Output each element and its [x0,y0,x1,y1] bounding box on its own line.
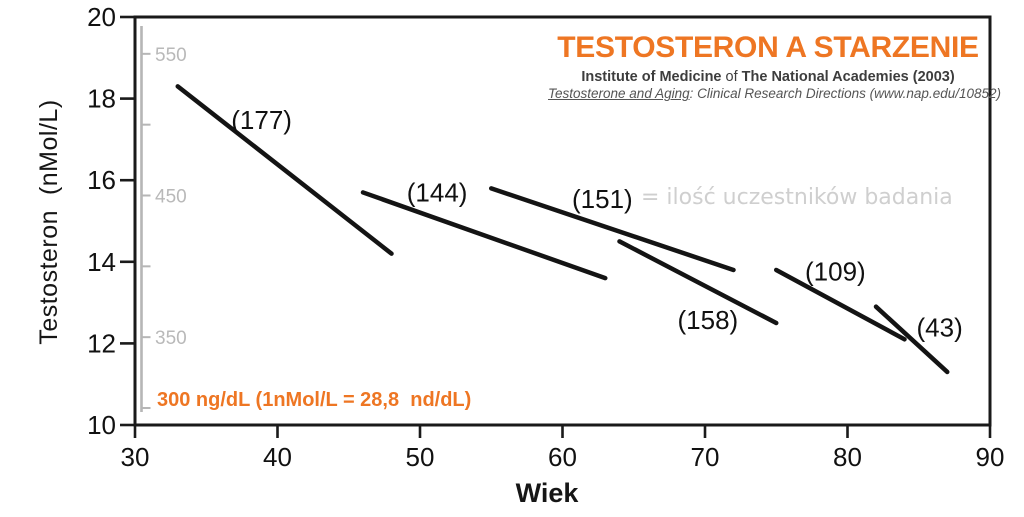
chart-reference: Testosterone and Aging: Clinical Researc… [548,86,1001,102]
y-axis-tick-label: 12 [87,328,116,358]
cohort-label-151: (151) [572,184,633,214]
cohort-line-109 [774,267,907,342]
x-axis-tick-label: 40 [263,442,292,472]
reference-rest: : Clinical Research Directions (www.nap.… [689,86,1002,102]
x-axis-tick-label: 30 [121,442,150,472]
subtitle-institute: Institute of Medicine [581,68,722,85]
y-axis-tick-label: 16 [87,165,116,195]
x-axis-tick-label: 90 [976,442,1005,472]
cohort-label-109: (109) [805,257,866,287]
cohort-line-43 [873,304,950,375]
cohort-line-177 [175,84,394,256]
chart-title: TESTOSTERON A STARZENIE [557,31,979,64]
x-axis-tick-label: 70 [691,442,720,472]
secondary-axis-tick-label: 450 [155,187,187,208]
x-axis-tick-label: 60 [548,442,577,472]
cohort-line-144 [360,190,608,281]
x-axis-tick-label: 50 [406,442,435,472]
cohort-line-158 [617,239,779,326]
subtitle-of: of [721,68,742,85]
x-axis-title: Wiek [515,478,579,508]
cohort-label-43: (43) [917,312,963,342]
y-axis-tick-label: 20 [87,2,116,32]
participants-legend-note: = ilość uczestników badania [641,185,953,210]
subtitle-academies: The National Academies (2003) [741,68,955,85]
y-axis-tick-label: 14 [87,247,116,277]
secondary-axis-tick-label: 350 [155,328,187,349]
x-axis-tick-label: 80 [833,442,862,472]
cohort-label-144: (144) [407,177,468,207]
cohort-label-158: (158) [678,305,739,335]
y-axis-tick-label: 10 [87,410,116,440]
cohort-label-177: (177) [231,105,292,135]
y-axis-title: Testosteron (nMol/L) [35,99,63,345]
y-axis-tick-label: 18 [87,84,116,114]
reference-book-title: Testosterone and Aging [548,86,690,102]
chart-title-block: TESTOSTERON A STARZENIE Institute of Med… [548,31,1001,102]
cohort-line-151 [489,186,736,273]
secondary-axis-tick-label: 550 [155,45,187,66]
chart-subtitle: Institute of Medicine of The National Ac… [548,69,988,86]
threshold-300ngdl-note: 300 ng/dL (1nMol/L = 28,8 nd/dL) [157,389,472,411]
